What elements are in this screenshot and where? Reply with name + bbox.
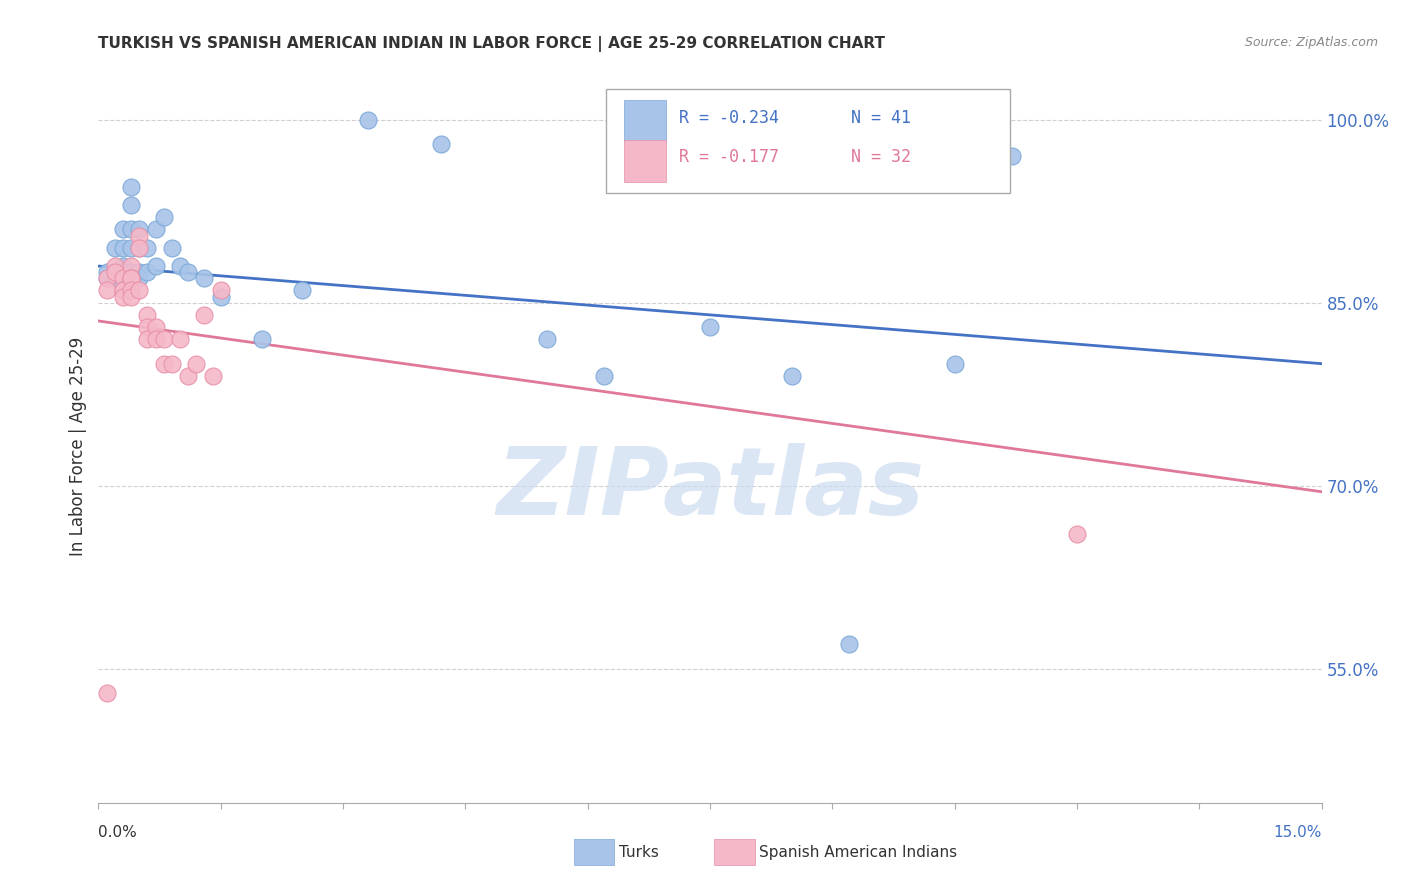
FancyBboxPatch shape xyxy=(624,100,666,143)
Point xyxy=(96,271,118,285)
Point xyxy=(120,222,142,236)
Point xyxy=(136,320,159,334)
Point xyxy=(250,332,273,346)
Point xyxy=(96,284,118,298)
Text: Source: ZipAtlas.com: Source: ZipAtlas.com xyxy=(1244,36,1378,49)
Point xyxy=(201,368,224,383)
Point xyxy=(145,320,167,334)
Point xyxy=(128,222,150,236)
Point xyxy=(177,368,200,383)
Point xyxy=(193,271,215,285)
Point xyxy=(111,241,134,255)
FancyBboxPatch shape xyxy=(606,89,1010,193)
Point xyxy=(120,271,142,285)
Point xyxy=(128,271,150,285)
Point xyxy=(160,357,183,371)
Point xyxy=(111,284,134,298)
Point xyxy=(104,265,127,279)
Point xyxy=(120,241,142,255)
Point xyxy=(186,357,208,371)
Point xyxy=(120,179,142,194)
Point xyxy=(136,241,159,255)
Text: 0.0%: 0.0% xyxy=(98,825,138,839)
Text: R = -0.234: R = -0.234 xyxy=(679,109,779,127)
Point xyxy=(136,265,159,279)
Point xyxy=(111,284,134,298)
Point xyxy=(111,271,134,285)
Point xyxy=(120,289,142,303)
Point xyxy=(120,271,142,285)
Text: Turks: Turks xyxy=(619,846,658,860)
Point xyxy=(193,308,215,322)
Point xyxy=(152,332,174,346)
Point xyxy=(104,265,127,279)
Point xyxy=(136,308,159,322)
Point xyxy=(96,265,118,279)
FancyBboxPatch shape xyxy=(624,139,666,182)
Point xyxy=(120,271,142,285)
Point xyxy=(1066,527,1088,541)
Point xyxy=(291,284,314,298)
Y-axis label: In Labor Force | Age 25-29: In Labor Force | Age 25-29 xyxy=(69,336,87,556)
Text: 15.0%: 15.0% xyxy=(1274,825,1322,839)
Text: N = 32: N = 32 xyxy=(851,148,911,166)
Point xyxy=(536,332,558,346)
Point xyxy=(111,265,134,279)
Point xyxy=(111,259,134,273)
Point xyxy=(120,259,142,273)
Point xyxy=(96,686,118,700)
Point xyxy=(1001,149,1024,163)
Text: TURKISH VS SPANISH AMERICAN INDIAN IN LABOR FORCE | AGE 25-29 CORRELATION CHART: TURKISH VS SPANISH AMERICAN INDIAN IN LA… xyxy=(98,36,886,52)
Point xyxy=(128,228,150,243)
Point xyxy=(104,259,127,273)
Point xyxy=(120,265,142,279)
Point xyxy=(838,637,860,651)
Point xyxy=(780,368,803,383)
Point xyxy=(160,241,183,255)
Text: Spanish American Indians: Spanish American Indians xyxy=(759,846,957,860)
Point xyxy=(152,211,174,225)
Point xyxy=(96,271,118,285)
Point xyxy=(111,289,134,303)
Text: ZIPatlas: ZIPatlas xyxy=(496,442,924,535)
Text: N = 41: N = 41 xyxy=(851,109,911,127)
Point xyxy=(111,222,134,236)
Point xyxy=(128,241,150,255)
Point xyxy=(699,320,721,334)
Point xyxy=(145,259,167,273)
Point xyxy=(104,271,127,285)
Point xyxy=(593,368,616,383)
Point xyxy=(128,265,150,279)
Point xyxy=(120,198,142,212)
Point xyxy=(120,284,142,298)
Point xyxy=(152,357,174,371)
Point xyxy=(104,241,127,255)
Point xyxy=(943,357,966,371)
Point xyxy=(177,265,200,279)
Point xyxy=(145,332,167,346)
Point xyxy=(145,222,167,236)
Point xyxy=(128,284,150,298)
Point xyxy=(111,271,134,285)
Text: R = -0.177: R = -0.177 xyxy=(679,148,779,166)
Point xyxy=(209,289,232,303)
Point xyxy=(128,241,150,255)
Point xyxy=(169,332,191,346)
Point xyxy=(136,332,159,346)
Point xyxy=(209,284,232,298)
Point xyxy=(430,137,453,152)
Point xyxy=(169,259,191,273)
Point xyxy=(356,112,378,127)
